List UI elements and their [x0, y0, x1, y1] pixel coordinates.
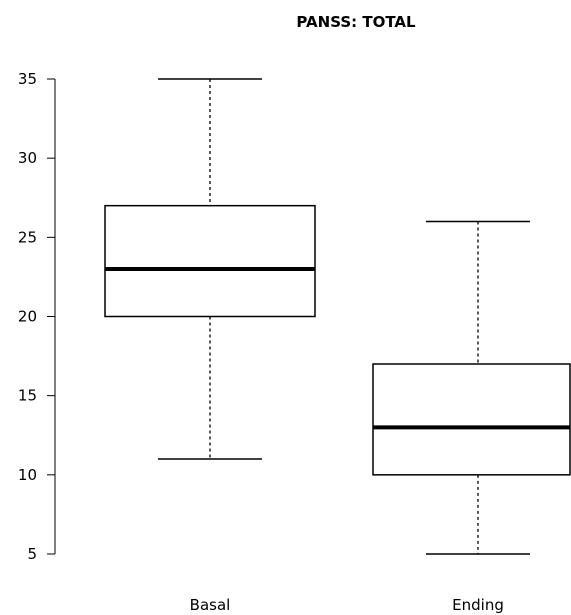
y-tick-label-30: 30 [18, 149, 37, 167]
x-axis-labels: Basal Ending [190, 596, 504, 614]
y-tick-label-15: 15 [18, 387, 37, 405]
box-rect-basal [104, 204, 316, 318]
box-rect-ending [372, 363, 571, 476]
x-label-ending: Ending [452, 596, 504, 614]
box-basal [104, 78, 316, 460]
x-label-basal: Basal [190, 596, 231, 614]
box-ending [372, 220, 571, 555]
box-group [104, 78, 571, 555]
y-tick-label-25: 25 [18, 228, 37, 246]
y-tick-label-35: 35 [18, 70, 37, 88]
y-tick-label-20: 20 [18, 308, 37, 326]
y-axis: 5 10 15 20 25 30 35 [18, 70, 56, 563]
y-tick-label-10: 10 [18, 466, 37, 484]
chart-title: PANSS: TOTAL [296, 13, 416, 31]
y-tick-label-5: 5 [27, 545, 37, 563]
